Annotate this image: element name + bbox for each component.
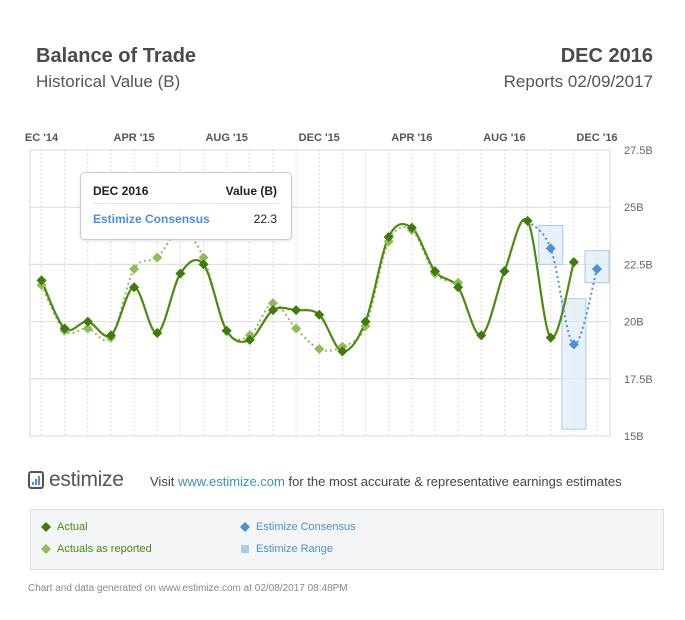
- y-tick-label: 20B: [624, 317, 644, 329]
- as-reported-point: [314, 344, 325, 355]
- consensus-point: [568, 339, 579, 350]
- actual-point: [82, 316, 93, 327]
- actual-point: [453, 282, 464, 293]
- diamond-icon: [41, 522, 51, 532]
- actual-point: [59, 323, 70, 334]
- chart-subtitle: Historical Value (B): [36, 72, 181, 91]
- x-tick-label: APR '15: [114, 132, 155, 144]
- actual-point: [406, 222, 417, 233]
- promo-text-after: for the most accurate & representative e…: [284, 474, 622, 489]
- tooltip-series-label: Estimize Consensus: [93, 212, 210, 226]
- as-reported-point: [152, 252, 163, 263]
- legend-label-actual: Actual: [57, 521, 88, 533]
- legend-label-consensus: Estimize Consensus: [256, 521, 356, 533]
- legend-label-as-reported: Actuals as reported: [57, 543, 152, 555]
- actual-point: [360, 316, 371, 327]
- actual-point: [383, 231, 394, 242]
- actual-point: [36, 275, 47, 286]
- as-reported-point: [198, 252, 209, 263]
- x-tick-label: EC '14: [25, 132, 59, 144]
- actual-point: [221, 325, 232, 336]
- actual-point: [129, 282, 140, 293]
- square-icon: [241, 545, 249, 553]
- legend-item-actual[interactable]: Actual: [41, 521, 88, 533]
- chart-footer: Chart and data generated on www.estimize…: [28, 583, 348, 594]
- x-tick-label: DEC '16: [576, 132, 617, 144]
- tooltip-divider: [93, 203, 279, 204]
- y-tick-label: 17.5B: [624, 374, 653, 386]
- actual-point: [267, 305, 278, 316]
- estimize-logo-icon: [28, 471, 44, 489]
- x-tick-label: AUG '15: [205, 132, 247, 144]
- actual-point: [476, 330, 487, 341]
- estimize-link[interactable]: www.estimize.com: [177, 474, 285, 489]
- actual-point: [314, 309, 325, 320]
- report-period: DEC 2016: [560, 45, 653, 67]
- x-tick-label: APR '16: [391, 132, 432, 144]
- consensus-point: [545, 243, 556, 254]
- actual-point: [105, 330, 116, 341]
- as-reported-point: [129, 263, 140, 274]
- y-tick-label: 25B: [624, 202, 644, 214]
- as-reported-point: [291, 323, 302, 334]
- actual-point: [198, 259, 209, 270]
- as-reported-point: [82, 323, 93, 334]
- promo-text-before: Visit: [150, 474, 178, 489]
- legend-label-range: Estimize Range: [256, 543, 334, 555]
- actual-point: [337, 346, 348, 357]
- actual-point: [545, 332, 556, 343]
- actual-point: [429, 266, 440, 277]
- estimize-logo[interactable]: estimize: [28, 468, 124, 492]
- diamond-icon: [240, 522, 250, 532]
- as-reported-point: [267, 298, 278, 309]
- actual-point: [175, 268, 186, 279]
- y-tick-label: 27.5B: [624, 145, 653, 157]
- diamond-icon: [41, 544, 51, 554]
- x-tick-label: AUG '16: [483, 132, 525, 144]
- tooltip-value-header: Value (B): [225, 184, 277, 198]
- chart-legend: Actual Actuals as reported Estimize Cons…: [30, 509, 664, 570]
- actual-point: [522, 215, 533, 226]
- x-tick-label: DEC '15: [299, 132, 340, 144]
- estimize-range-box: [561, 298, 587, 430]
- promo-text: Visit www.estimize.com for the most accu…: [150, 474, 622, 489]
- chart-tooltip: DEC 2016 Value (B) Estimize Consensus 22…: [80, 172, 292, 240]
- actual-point: [568, 257, 579, 268]
- chart-title: Balance of Trade: [36, 45, 197, 67]
- actual-point: [152, 328, 163, 339]
- legend-item-consensus[interactable]: Estimize Consensus: [240, 521, 356, 533]
- actual-point: [499, 266, 510, 277]
- y-tick-label: 15B: [624, 431, 644, 443]
- tooltip-value: 22.3: [253, 212, 277, 226]
- legend-item-as-reported[interactable]: Actuals as reported: [41, 543, 152, 555]
- legend-item-range[interactable]: Estimize Range: [240, 543, 333, 555]
- consensus-point: [592, 263, 602, 274]
- consensus-line: [526, 220, 598, 346]
- tooltip-period: DEC 2016: [93, 184, 149, 198]
- actual-point: [291, 305, 302, 316]
- estimize-wordmark: estimize: [49, 468, 124, 491]
- y-tick-label: 22.5B: [624, 259, 653, 271]
- actual-point: [244, 334, 255, 345]
- report-date: Reports 02/09/2017: [503, 72, 653, 91]
